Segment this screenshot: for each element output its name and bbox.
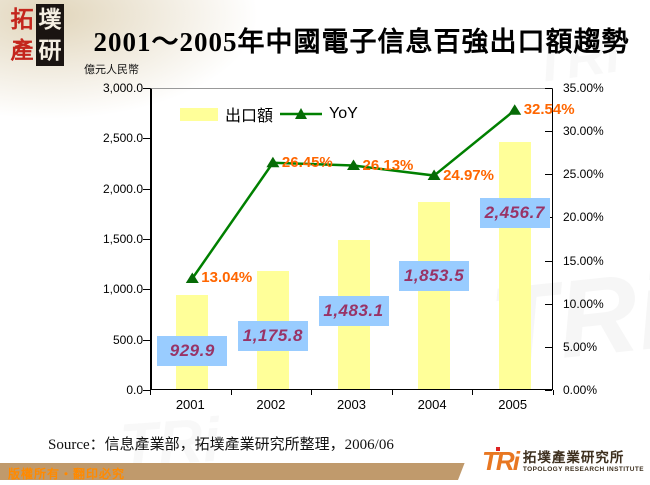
bar-value-label-2003: 1,483.1 [318, 296, 389, 326]
left-axis-tick [143, 138, 150, 140]
yoy-marker-2004 [427, 169, 441, 181]
x-axis-tick [230, 390, 232, 395]
bar-2004 [418, 202, 451, 389]
right-axis-tick-label: 5.00% [563, 339, 598, 354]
yoy-value-label-2003: 26.13% [362, 156, 414, 174]
yoy-marker-2003 [347, 159, 360, 171]
tri-logo-chinese-name: 拓墣產業研究所 [522, 450, 625, 465]
legend-line-label: YoY [329, 105, 358, 122]
left-axis-tick [143, 289, 150, 291]
legend-bar-swatch [180, 107, 218, 121]
seal-char: 產 [10, 38, 34, 63]
yoy-value-label-2002: 26.45% [281, 153, 333, 171]
x-axis-label-2002: 2002 [256, 397, 286, 412]
tri-logo: TRi 拓墣產業研究所 TOPOLOGY RESEARCH INSTITUTE [458, 444, 650, 480]
right-axis-tick-label: 15.00% [563, 253, 604, 268]
left-axis-tick [143, 390, 150, 391]
right-axis-tick-label: 35.00% [563, 81, 604, 95]
x-axis-tick [311, 390, 313, 395]
plot-area: 出口額 YoY 929.9 1,175.8 1,483.1 1,853.5 2,456.… [150, 88, 575, 390]
legend-bar-label: 出口額 [225, 108, 274, 125]
x-axis-label-2003: 2003 [337, 397, 366, 412]
legend-line-sample [280, 108, 323, 119]
x-axis-tick [150, 390, 151, 395]
right-axis-tick-label: 30.00% [563, 124, 604, 139]
right-axis-tick [545, 174, 552, 176]
left-axis-tick-label: 500.0 [112, 332, 143, 347]
yoy-value-label-2005: 32.54% [523, 101, 575, 119]
seal-char: 拓 [10, 7, 34, 32]
left-axis-tick-label: 3,000.0 [102, 81, 143, 95]
bar-value-label-2005: 2,456.7 [479, 198, 550, 228]
left-axis-tick-label: 2,500.0 [102, 131, 143, 146]
x-axis-label-2004: 2004 [417, 397, 447, 412]
yoy-value-label-2001: 13.04% [201, 269, 253, 287]
right-axis-tick [545, 131, 552, 133]
right-axis-tick [545, 390, 552, 391]
tri-logo-text: 拓墣產業研究所 TOPOLOGY RESEARCH INSTITUTE [523, 451, 644, 473]
left-axis-tick [143, 239, 150, 240]
seal-char: 墣 [36, 4, 64, 35]
left-axis-tick-label: 0.0 [126, 383, 143, 397]
left-axis-tick [143, 188, 150, 190]
left-axis-tick-label: 2,000.0 [102, 181, 143, 196]
bar-value-label-2004: 1,853.5 [399, 261, 470, 291]
yoy-marker-2001 [185, 272, 199, 283]
tri-logo-red-dot [496, 447, 500, 451]
seal-char: 研 [36, 35, 64, 66]
bar-2005 [498, 141, 531, 389]
yoy-marker-2002 [266, 156, 280, 168]
x-axis-label-2005: 2005 [498, 397, 528, 412]
copyright-text: 版權所有‧翻印必究 [8, 467, 126, 481]
yoy-line [185, 104, 522, 283]
source-note: Source：信息產業部，拓墣產業研究所整理，2006/06 [48, 437, 394, 453]
right-axis-tick [545, 260, 552, 262]
right-axis-tick-label: 25.00% [563, 167, 604, 182]
tri-logo-abbr: TRi [482, 445, 520, 476]
right-axis-tick [545, 88, 552, 89]
right-axis-tick-label: 0.00% [563, 383, 598, 397]
bar-value-label-2001: 929.9 [157, 336, 228, 366]
left-axis-tick-label: 1,500.0 [102, 232, 143, 246]
left-axis-tick-label: 1,000.0 [102, 282, 143, 297]
page-title: 2001～2005年中國電子信息百強出口額趨勢 [93, 26, 630, 57]
left-axis-unit-label: 億元人民幣 [84, 64, 139, 76]
right-axis-tick [545, 346, 552, 348]
left-axis-tick [143, 88, 150, 89]
bar-value-label-2002: 1,175.8 [237, 321, 308, 351]
right-axis-tick-label: 10.00% [563, 296, 604, 311]
chart-legend: 出口額 YoY [180, 102, 358, 126]
yoy-value-label-2004: 24.97% [443, 166, 494, 184]
x-axis-tick [472, 390, 474, 395]
company-seal-logo: 拓 墣 產 研 [8, 4, 64, 66]
x-axis-tick [391, 390, 393, 395]
x-axis-label-2001: 2001 [175, 397, 205, 412]
right-axis-tick-label: 20.00% [563, 210, 604, 225]
x-axis-tick [553, 390, 554, 395]
left-axis-tick [143, 339, 150, 341]
right-axis-tick [545, 303, 552, 305]
tri-logo-english-name: TOPOLOGY RESEARCH INSTITUTE [522, 465, 644, 473]
yoy-marker-2005 [508, 104, 522, 115]
